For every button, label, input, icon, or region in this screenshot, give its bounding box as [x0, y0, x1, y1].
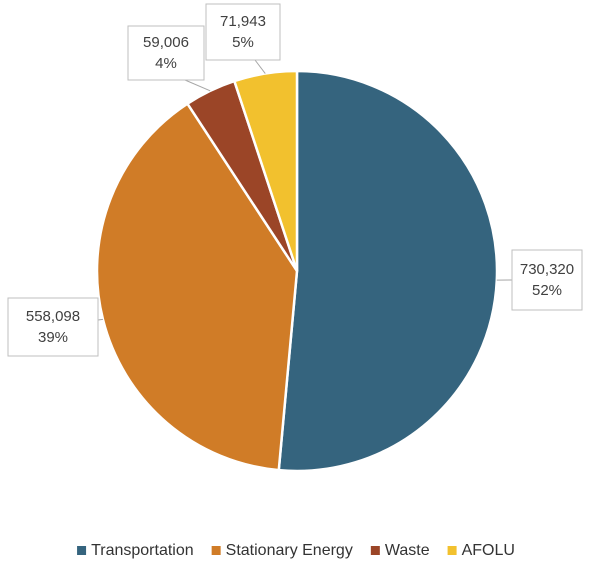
leader-line [254, 59, 266, 74]
legend-swatch [211, 546, 221, 555]
leader-line [97, 318, 103, 321]
leader-line [184, 79, 211, 92]
legend-swatch [370, 546, 380, 555]
percent-label: 52% [532, 282, 562, 299]
value-label: 71,943 [220, 13, 266, 30]
pie-slice [232, 69, 299, 272]
percent-label: 39% [38, 329, 68, 346]
percent-label: 5% [232, 34, 254, 51]
label-box [127, 25, 205, 81]
legend-label: Transportation [91, 542, 194, 559]
value-label: 730,320 [520, 261, 574, 278]
legend-swatch [77, 546, 87, 555]
legend-label: AFOLU [462, 542, 515, 559]
legend-label: Stationary Energy [226, 542, 353, 559]
label-box [205, 3, 281, 61]
legend-label: Waste [385, 542, 430, 559]
percent-label: 4% [155, 55, 177, 72]
legend-swatch [447, 546, 457, 555]
value-label: 558,098 [26, 308, 80, 325]
label-box [7, 297, 99, 357]
label-box [511, 249, 583, 311]
pie-slice [277, 69, 499, 473]
legend: Transportation Stationary Energy Waste AFOL… [77, 542, 515, 559]
value-label: 59,006 [143, 34, 189, 51]
